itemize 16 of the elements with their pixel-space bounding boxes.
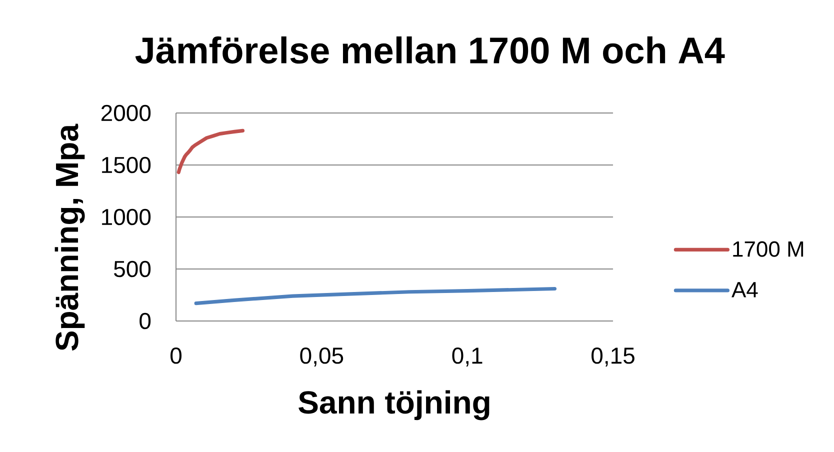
y-tick-label: 1500	[102, 156, 151, 174]
legend-label: 1700 M	[733, 241, 804, 257]
line-series	[194, 286, 557, 306]
x-axis-title: Sann töjning	[298, 390, 490, 420]
legend-label: A4	[732, 282, 758, 298]
line-series	[176, 128, 245, 174]
y-axis-title: Spänning, Mpa	[54, 124, 85, 351]
y-tick-label: 1000	[102, 208, 151, 226]
x-tick-label: 0,05	[300, 348, 344, 367]
x-tick-label: 0,15	[592, 348, 634, 367]
chart-title: Jämförelse mellan 1700 M och A4	[135, 36, 725, 64]
y-tick-label: 2000	[101, 104, 151, 122]
x-tick-label: 0	[170, 348, 182, 364]
y-tick-label: 0	[140, 312, 151, 330]
y-tick-label: 500	[114, 260, 151, 278]
x-tick-label: 0,1	[452, 348, 482, 367]
